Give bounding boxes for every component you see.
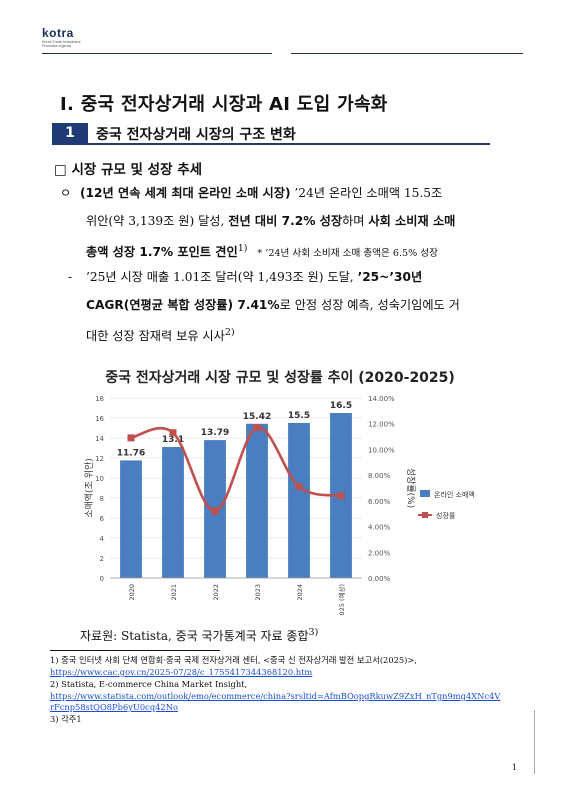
bullet2-line3: 대한 성장 잠재력 보유 시사2) <box>86 321 526 348</box>
data-label: 13.79 <box>201 428 229 438</box>
y-tick-label: 0 <box>100 575 104 583</box>
kotra-logo: kotra <box>42 26 74 40</box>
y-tick-label: 14 <box>95 435 104 443</box>
growth-rate-point <box>211 507 219 515</box>
header-rule-right <box>291 53 523 54</box>
data-label: 15.42 <box>243 412 271 422</box>
x-tick-label: 2022 <box>212 584 220 601</box>
y2-tick-label: 4.00% <box>368 524 391 532</box>
header-rule-left <box>42 53 272 54</box>
page-number: 1 <box>512 763 518 772</box>
footer-rule <box>534 710 535 774</box>
data-label: 13.1 <box>162 435 184 445</box>
bullet2-text2: 로 안정 성장 예측, 성숙기임에도 거 <box>279 298 460 312</box>
legend-line-marker <box>422 512 428 518</box>
footnote-2-link[interactable]: https://www.statista.com/outlook/emo/eco… <box>50 691 501 701</box>
data-label: 15.5 <box>288 411 310 421</box>
section-title: 중국 전자상거래 시장의 구조 변화 <box>96 127 296 143</box>
bar <box>162 447 184 578</box>
data-label: 16.5 <box>330 401 352 411</box>
bullet2-line1: ’25년 시장 매출 1.01조 달러(약 1,493조 원) 도달, ’25~… <box>86 265 526 289</box>
footnote-ref-2: 2) <box>224 327 235 338</box>
y-tick-label: 10 <box>95 475 104 483</box>
bullet2-text3: 대한 성장 잠재력 보유 시사 <box>86 329 225 344</box>
dash-marker: - <box>68 270 73 284</box>
y2-tick-label: 10.00% <box>368 446 395 454</box>
x-tick-label: 2020 <box>128 584 136 601</box>
y2-tick-label: 2.00% <box>368 549 391 557</box>
y-tick-label: 6 <box>100 515 105 523</box>
bullet1-bold4: 총액 성장 1.7% 포인트 견인 <box>86 245 238 260</box>
growth-rate-point <box>337 492 345 500</box>
footnote-rule <box>50 650 220 651</box>
y-axis-label: 소매액(조 위안) <box>83 458 95 518</box>
bullet2-bold2: CAGR(연평균 복합 성장률) 7.41% <box>86 298 280 312</box>
legend-bar-label: 온라인 소매액 <box>434 490 475 499</box>
footnote-ref-3: 3) <box>308 627 319 638</box>
bullet1-bold1: (12년 연속 세계 최대 온라인 소매 시장) <box>80 186 291 200</box>
chart-source: 자료원: Statista, 중국 국가통계국 자료 종합3) <box>80 627 318 644</box>
y2-tick-label: 6.00% <box>368 498 391 506</box>
footnote-1-link[interactable]: https://www.cac.gov.cn/2025-07/28/c_1755… <box>50 667 313 677</box>
footnote-2-link-cont[interactable]: rFcnp58stQO8Pb6yU0cq42No <box>50 702 178 712</box>
y2-tick-label: 8.00% <box>368 472 391 480</box>
bullet1-bold2: 전년 대비 7.2% 성장 <box>228 214 343 228</box>
bullet1-line3: 총액 성장 1.7% 포인트 견인1) * ’24년 사회 소비재 소매 총액은… <box>86 237 526 266</box>
footnote-1: 1) 중국 인터넷 사회 단체 연합회·중국 국제 전자상거래 센터, <중국 … <box>50 655 418 665</box>
y-tick-label: 18 <box>95 395 104 403</box>
growth-rate-point <box>295 483 303 491</box>
footnote-2: 2) Statista, E-commerce China Market Ins… <box>50 679 248 689</box>
bullet1-text1: ’24년 온라인 소매액 15.5조 <box>290 186 443 200</box>
x-tick-label: 2023 <box>254 584 262 601</box>
chart-title: 중국 전자상거래 시장 규모 및 성장률 추이 (2020-2025) <box>105 369 455 386</box>
chart-svg: 중국 전자상거래 시장 규모 및 성장률 추이 (2020-2025) 0 2 4 6 8… <box>80 364 490 620</box>
y2-axis-label: 성장률(%) <box>405 468 416 508</box>
growth-rate-point <box>169 429 177 437</box>
growth-rate-point <box>253 424 261 432</box>
bar <box>246 423 268 578</box>
bullet1-text3: 하며 <box>342 214 369 228</box>
bullet1-note: * ’24년 사회 소비재 소매 총액은 6.5% 성장 <box>257 248 438 260</box>
bullet1-line1: (12년 연속 세계 최대 온라인 소매 시장) ’24년 온라인 소매액 15… <box>80 181 520 205</box>
bullet1-line2: 위안(약 3,139조 원) 달성, 전년 대비 7.2% 성장하며 사회 소비… <box>86 209 526 233</box>
y2-tick-label: 12.00% <box>368 421 395 429</box>
legend-line-label: 성장률 <box>436 511 456 520</box>
y-tick-label: 4 <box>100 535 105 543</box>
footnote-3: 3) 각주1 <box>50 714 82 724</box>
x-tick-label: 2024 <box>296 584 304 601</box>
bar <box>288 423 310 578</box>
bullet2-line2: CAGR(연평균 복합 성장률) 7.41%로 안정 성장 예측, 성숙기임에도… <box>86 293 526 317</box>
subsection-heading: □ 시장 규모 및 성장 추세 <box>54 162 203 178</box>
market-chart: 중국 전자상거래 시장 규모 및 성장률 추이 (2020-2025) 0 2 4 6 8… <box>80 364 490 620</box>
y-tick-label: 2 <box>100 555 104 563</box>
source-text: 자료원: Statista, 중국 국가통계국 자료 종합 <box>80 629 309 643</box>
bullet1-text2: 위안(약 3,139조 원) 달성, <box>86 214 229 228</box>
legend-bar-swatch <box>420 490 430 497</box>
x-tick-label: 2021 <box>170 584 178 601</box>
logo-subtitle: Korea Trade-Investment Promotion Agency <box>42 40 81 48</box>
x-tick-label: 2025 (예상) <box>337 584 346 616</box>
growth-rate-point <box>127 434 135 442</box>
y2-tick-label: 0.00% <box>368 575 391 583</box>
bullet2-text1: ’25년 시장 매출 1.01조 달러(약 1,493조 원) 도달, <box>86 270 358 284</box>
section-rule <box>52 143 490 145</box>
bullet-marker: ㅇ <box>60 186 72 200</box>
chapter-title: Ⅰ. 중국 전자상거래 시장과 AI 도입 가속화 <box>60 94 388 115</box>
y2-tick-label: 14.00% <box>368 395 395 403</box>
data-label: 11.76 <box>117 448 145 458</box>
bullet2-bold1: ’25~’30년 <box>357 270 423 284</box>
bullet1-bold3: 사회 소비재 소매 <box>368 214 456 228</box>
bar <box>120 460 142 578</box>
y-tick-label: 16 <box>95 415 104 423</box>
section-number: 1 <box>52 123 88 143</box>
footnote-ref-1: 1) <box>237 243 248 254</box>
y-tick-label: 8 <box>100 495 104 503</box>
y-tick-label: 12 <box>95 455 104 463</box>
